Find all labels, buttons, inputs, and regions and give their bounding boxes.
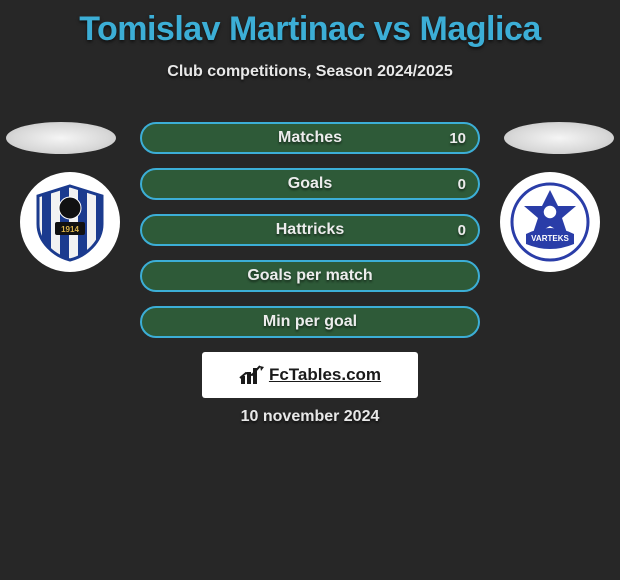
player-photo-left [6,122,116,154]
stat-hattricks-label: Hattricks [276,221,344,239]
stat-row-min-per-goal: Min per goal [140,306,480,338]
date-line: 10 november 2024 [0,408,620,426]
stat-hattricks-right: 0 [458,216,466,244]
page-title: Tomislav Martinac vs Maglica [0,0,620,49]
stat-goals-right: 0 [458,170,466,198]
page-subtitle: Club competitions, Season 2024/2025 [0,63,620,81]
svg-text:1914: 1914 [61,225,79,234]
stat-gpm-label: Goals per match [247,267,372,285]
club-badge-right: VARTEKS [500,172,600,272]
stat-row-matches: Matches 10 [140,122,480,154]
brand-text: FcTables.com [269,365,381,385]
stat-matches-label: Matches [278,129,342,147]
club-badge-right-art: VARTEKS [510,182,590,262]
bar-chart-icon [239,364,265,386]
club-badge-left: 1914 [20,172,120,272]
stat-matches-right: 10 [449,124,466,152]
stats-panel: Matches 10 Goals 0 Hattricks 0 Goals per… [140,122,480,352]
club-badge-left-art: 1914 [30,182,110,262]
stat-row-goals-per-match: Goals per match [140,260,480,292]
stat-mpg-label: Min per goal [263,313,357,331]
stat-row-goals: Goals 0 [140,168,480,200]
svg-text:VARTEKS: VARTEKS [531,234,569,243]
brand-link[interactable]: FcTables.com [202,352,418,398]
stat-row-hattricks: Hattricks 0 [140,214,480,246]
player-photo-right [504,122,614,154]
stat-goals-label: Goals [288,175,332,193]
